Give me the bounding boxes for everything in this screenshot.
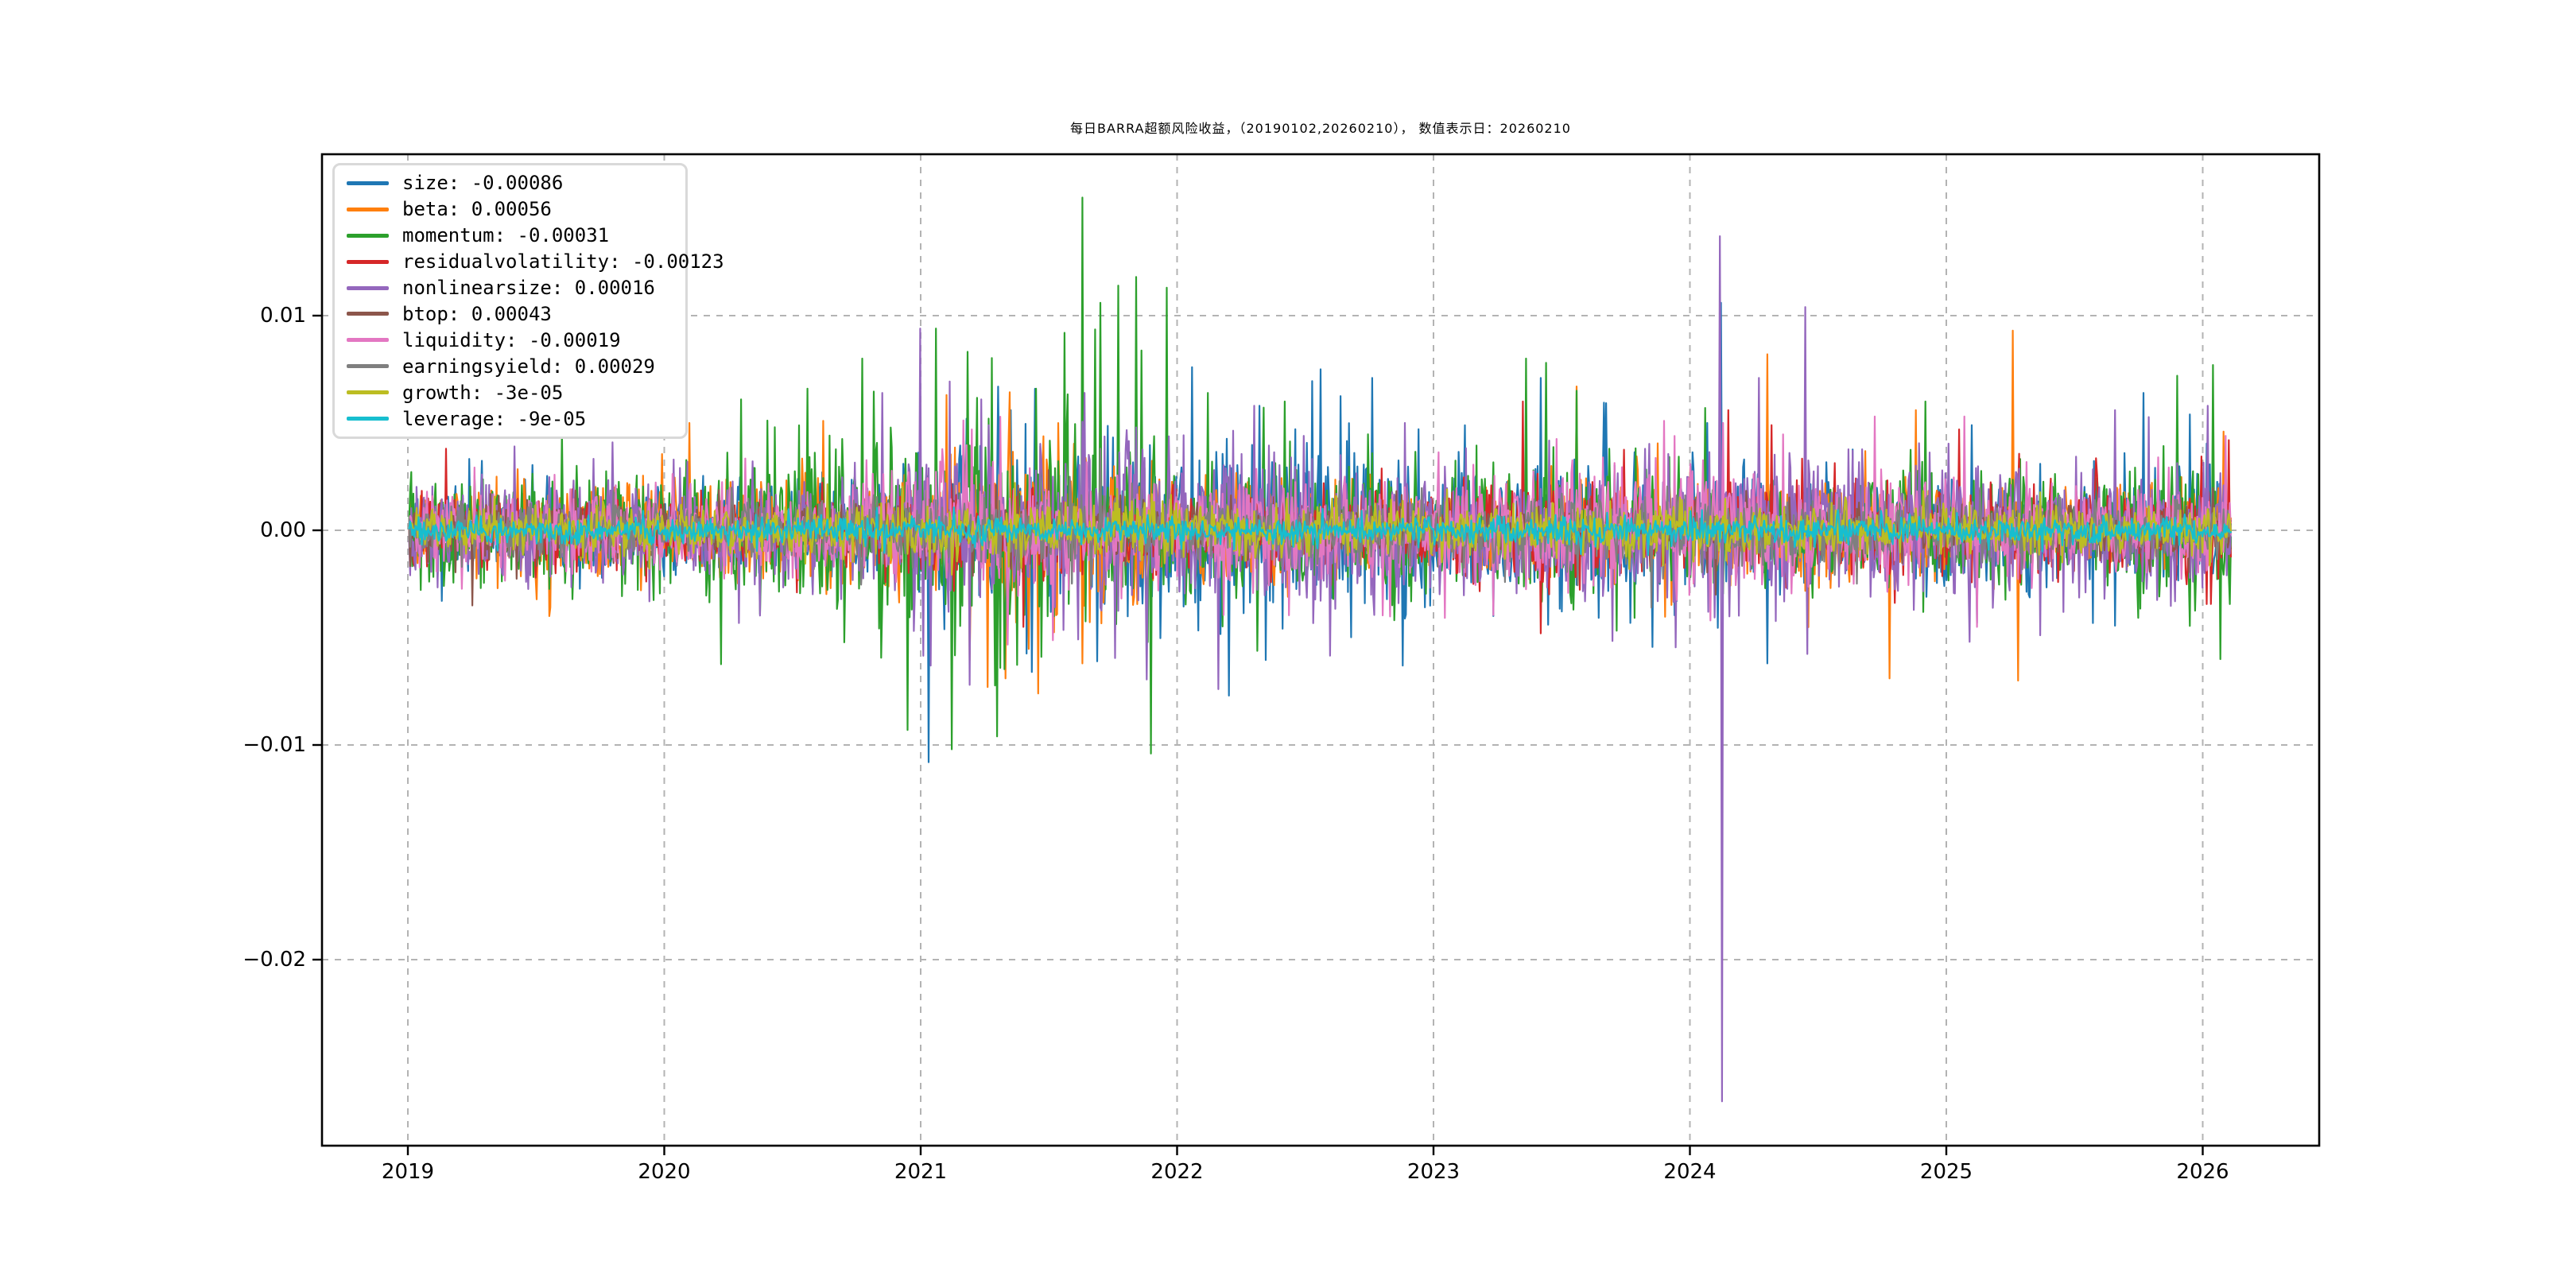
legend-item-growth: growth: -3e-05 [335, 379, 685, 405]
legend-line-sample [347, 312, 389, 316]
x-tick-label: 2022 [1150, 1160, 1204, 1184]
legend-label: liquidity: -0.00019 [402, 328, 621, 351]
legend-line-sample [347, 233, 389, 238]
legend-item-liquidity: liquidity: -0.00019 [335, 327, 685, 353]
legend-label: momentum: -0.00031 [402, 224, 610, 247]
legend-item-nonlinearsize: nonlinearsize: 0.00016 [335, 275, 685, 301]
legend-item-beta: beta: 0.00056 [335, 196, 685, 223]
legend-line-sample [347, 338, 389, 343]
legend-line-sample [347, 390, 389, 395]
legend-line-sample [347, 180, 389, 185]
y-tick-label: 0.01 [260, 304, 306, 328]
legend-line-sample [347, 417, 389, 421]
y-tick-label: −0.01 [242, 733, 306, 757]
y-tick-label: 0.00 [260, 518, 306, 542]
x-tick-label: 2026 [2176, 1160, 2229, 1184]
y-tick-label: −0.02 [242, 948, 306, 972]
legend-line-sample [347, 207, 389, 211]
legend-line-sample [347, 364, 389, 369]
legend-label: residualvolatility: -0.00123 [402, 250, 724, 274]
legend-line-sample [347, 259, 389, 264]
legend-box: size: -0.00086 beta: 0.00056 momentum: -0.… [332, 163, 724, 439]
legend-item-residualvolatility: residualvolatility: -0.00123 [335, 249, 724, 275]
legend-item-btop: btop: 0.00043 [335, 301, 685, 328]
x-tick-label: 2023 [1406, 1160, 1461, 1184]
legend-item-earningsyield: earningsyield: 0.00029 [335, 353, 685, 379]
legend-item-momentum: momentum: -0.00031 [335, 223, 685, 249]
legend-label: size: -0.00086 [402, 172, 564, 195]
legend-label: earningsyield: 0.00029 [402, 355, 655, 378]
legend-label: nonlinearsize: 0.00016 [402, 277, 655, 300]
legend-item-leverage: leverage: -9e-05 [335, 405, 685, 432]
legend-label: growth: -3e-05 [402, 381, 564, 404]
x-tick-label: 2021 [894, 1160, 948, 1184]
legend-line-sample [347, 285, 389, 290]
x-tick-label: 2020 [638, 1160, 691, 1184]
x-tick-label: 2025 [1919, 1160, 1973, 1184]
x-tick-label: 2019 [381, 1160, 435, 1184]
legend-label: beta: 0.00056 [402, 198, 552, 221]
x-tick-label: 2024 [1663, 1160, 1717, 1184]
legend-item-size: size: -0.00086 [335, 170, 685, 196]
legend-label: btop: 0.00043 [402, 302, 552, 325]
chart-title: 每日BARRA超额风险收益，（20190102,20260210）， 数值表示日… [1070, 121, 1571, 136]
legend-label: leverage: -9e-05 [402, 407, 587, 430]
